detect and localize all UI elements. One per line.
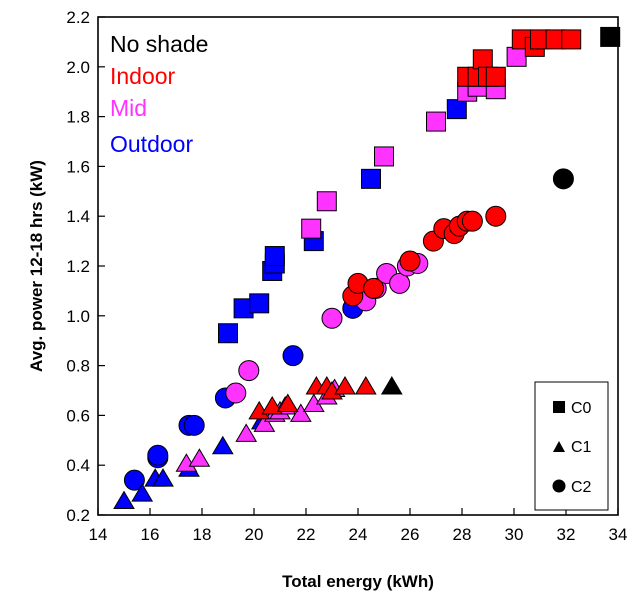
x-axis-title: Total energy (kWh)	[282, 572, 434, 591]
data-point-mid-triangle	[289, 403, 312, 422]
x-tick-label: 34	[609, 525, 628, 544]
data-point-outdoor-triangle	[113, 490, 135, 510]
x-axis: 14 16 18 20 22 24 26 28 30 32 34	[89, 508, 628, 544]
data-point-indoor-circle	[363, 277, 385, 299]
shape-legend-square-marker	[553, 401, 565, 413]
data-point-indoor-square	[485, 66, 506, 87]
shape-legend-c2: C2	[571, 479, 592, 496]
data-point-indoor-square	[472, 49, 493, 70]
data-point-indoor-triangle	[354, 376, 377, 395]
data-point-outdoor-triangle	[152, 468, 174, 487]
data-point-mid-square	[506, 46, 527, 67]
x-tick-label: 16	[141, 525, 160, 544]
y-tick-label: 2.0	[66, 58, 90, 77]
data-point-mid-triangle	[188, 448, 211, 467]
y-tick-label: 1.0	[66, 307, 90, 326]
data-point-no-shade-circle	[552, 168, 574, 190]
data-point-no-shade-square	[600, 26, 621, 47]
y-tick-label: 0.2	[66, 506, 90, 525]
y-tick-label: 2.2	[66, 8, 90, 27]
data-point-outdoor-circle	[123, 469, 145, 491]
data-point-mid-square	[316, 191, 337, 212]
y-tick-label: 0.4	[66, 456, 90, 475]
data-point-mid-circle	[321, 307, 343, 329]
data-point-mid-triangle	[235, 423, 258, 442]
x-tick-label: 26	[401, 525, 420, 544]
data-point-mid-square	[374, 146, 394, 167]
data-point-outdoor-triangle	[211, 435, 234, 455]
y-tick-label: 0.6	[66, 406, 90, 425]
data-point-outdoor-circle	[183, 414, 205, 436]
data-point-no-shade-triangle	[380, 376, 403, 395]
data-point-outdoor-square	[264, 246, 285, 267]
x-tick-label: 18	[193, 525, 212, 544]
x-tick-label: 28	[453, 525, 472, 544]
data-point-mid-circle	[238, 360, 260, 382]
y-tick-label: 1.4	[66, 207, 90, 226]
y-axis: 0.2 0.4 0.6 0.8 1.0 1.2 1.4 1.6 1.8 2.0 2.2	[66, 8, 105, 525]
shape-legend-c1: C1	[571, 439, 592, 456]
legend-entry-indoor: Indoor	[110, 63, 176, 89]
shape-legend-box	[534, 381, 609, 511]
data-point-indoor-triangle	[334, 376, 356, 395]
x-tick-label: 30	[505, 525, 524, 544]
y-tick-label: 1.8	[66, 108, 90, 127]
data-point-mid-square	[301, 218, 322, 239]
shape-legend-c0: C0	[571, 400, 592, 417]
shape-legend: C0 C1 C2	[534, 381, 609, 511]
x-tick-label: 24	[349, 525, 368, 544]
x-tick-label: 20	[245, 525, 264, 544]
data-point-indoor-square	[561, 29, 582, 50]
data-points	[113, 26, 621, 510]
data-point-outdoor-circle	[282, 345, 304, 367]
data-point-mid-circle	[389, 272, 411, 294]
legend-entry-mid: Mid	[110, 95, 147, 121]
data-point-indoor-circle	[399, 250, 421, 272]
y-tick-label: 1.6	[66, 157, 90, 176]
data-point-outdoor-square	[218, 323, 238, 344]
data-point-indoor-circle	[461, 210, 483, 232]
data-point-mid-triangle	[253, 413, 276, 432]
y-axis-title: Avg. power 12-18 hrs (kW)	[27, 160, 46, 372]
y-tick-label: 0.8	[66, 357, 90, 376]
data-point-outdoor-square	[446, 99, 467, 120]
color-legend: No shade Indoor Mid Outdoor	[110, 31, 208, 157]
y-tick-label: 1.2	[66, 257, 90, 276]
x-tick-label: 22	[297, 525, 316, 544]
x-tick-label: 32	[557, 525, 576, 544]
shape-legend-triangle-marker	[553, 441, 565, 452]
shape-legend-circle-marker	[552, 479, 566, 493]
data-point-mid-circle	[225, 382, 247, 404]
data-point-outdoor-square	[361, 168, 381, 189]
data-point-indoor-triangle	[261, 395, 284, 415]
legend-entry-outdoor: Outdoor	[110, 131, 193, 157]
data-point-indoor-circle	[485, 205, 507, 227]
data-point-outdoor-triangle	[131, 483, 154, 502]
data-point-outdoor-circle	[147, 444, 169, 466]
data-point-mid-square	[426, 111, 446, 132]
legend-entry-no-shade: No shade	[110, 31, 208, 57]
data-point-outdoor-square	[249, 293, 270, 314]
x-tick-label: 14	[89, 525, 108, 544]
data-point-indoor-triangle	[276, 393, 299, 412]
